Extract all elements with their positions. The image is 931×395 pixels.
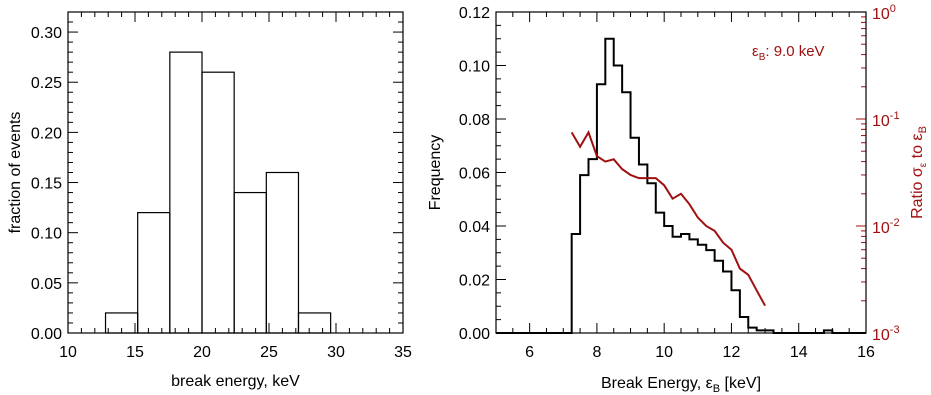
- y-tick-label: 0.02: [459, 273, 490, 290]
- y2-tick-label: 10-1: [872, 110, 900, 130]
- chart-right-frame: [495, 11, 867, 334]
- x-tick-label: 15: [126, 344, 144, 361]
- x-tick-label: 8: [592, 344, 601, 361]
- y-tick-label: 0.30: [31, 25, 62, 42]
- chart-right-y-tick-labels: 0.00 0.02 0.04 0.06 0.08 0.10 0.12: [459, 5, 490, 343]
- chart-left-ticks: [67, 12, 404, 334]
- x-tick-label: 25: [260, 344, 278, 361]
- histogram-bar: [233, 191, 267, 334]
- chart-left-histogram: 10 15 20 25 30 35 0.00 0.05 0.10 0.15 0.20 0.25 0.3…: [7, 11, 412, 390]
- x-tick-label: 6: [525, 344, 534, 361]
- histogram-bar: [169, 51, 203, 334]
- y2-tick-base: 10: [872, 113, 890, 130]
- y2-tick-exponent: 0: [890, 3, 896, 15]
- x-tick-label: 14: [790, 344, 808, 361]
- y-tick-label: 0.00: [459, 326, 490, 343]
- chart-right-y-axis-label: Frequency: [427, 135, 444, 211]
- y-tick-label: 0.00: [31, 326, 62, 343]
- chart-left-y-tick-labels: 0.00 0.05 0.10 0.15 0.20 0.25 0.30: [31, 25, 62, 343]
- x-tick-label: 20: [193, 344, 211, 361]
- chart-left-y-axis-label: fraction of events: [7, 112, 24, 234]
- y-tick-label: 0.05: [31, 276, 62, 293]
- y2-tick-base: 10: [872, 220, 890, 237]
- y2-tick-label: 10-3: [872, 324, 900, 344]
- histogram-bar: [201, 71, 235, 334]
- chart-right-y2-axis-label: Ratio σε to εB: [909, 126, 929, 219]
- y2-tick-label: 100: [872, 3, 896, 23]
- x-tick-label: 16: [857, 344, 875, 361]
- y-tick-label: 0.08: [459, 112, 490, 129]
- chart-right-frequency: 6 8 10 12 14 16 0.000.020.040.060.080.100.12 …: [427, 3, 929, 395]
- y-tick-label: 0.25: [31, 75, 62, 92]
- ratio-line: [570, 130, 766, 307]
- y2-tick-exponent: -2: [890, 217, 900, 229]
- histogram-bar: [265, 171, 300, 334]
- y2-tick-exponent: -1: [890, 110, 900, 122]
- chart-right-x-axis-label: Break Energy, εB [keV]: [601, 375, 761, 395]
- chart-left-x-axis-label: break energy, keV: [171, 373, 300, 390]
- x-tick-label: 10: [655, 344, 673, 361]
- histogram-bar: [297, 312, 332, 334]
- y-tick-label: 0.20: [31, 125, 62, 142]
- chart-left-x-tick-labels: 10 15 20 25 30 35: [59, 344, 412, 361]
- chart-left-bars: [104, 51, 332, 334]
- x-tick-label: 10: [59, 344, 77, 361]
- y2-tick-label: 10-2: [872, 217, 900, 237]
- chart-right-x-tick-labels: 6 8 10 12 14 16: [525, 344, 875, 361]
- x-tick-label: 35: [394, 344, 412, 361]
- chart-left-frame: [67, 11, 404, 334]
- y-tick-label: 0.10: [459, 59, 490, 76]
- y2-tick-base: 10: [872, 6, 890, 23]
- chart-right-annotation: εB: 9.0 keV: [752, 43, 825, 63]
- y-tick-label: 0.15: [31, 176, 62, 193]
- y-tick-label: 0.12: [459, 5, 490, 22]
- y2-tick-exponent: -3: [890, 324, 900, 336]
- x-tick-label: 12: [723, 344, 741, 361]
- y-tick-label: 0.04: [459, 219, 490, 236]
- x-tick-label: 30: [327, 344, 345, 361]
- frequency-step-line: [496, 37, 866, 334]
- y-tick-label: 0.10: [31, 226, 62, 243]
- histogram-bar: [137, 212, 171, 334]
- y2-tick-base: 10: [872, 327, 890, 344]
- y-tick-label: 0.06: [459, 166, 490, 183]
- chart-right-ticks: [495, 11, 867, 334]
